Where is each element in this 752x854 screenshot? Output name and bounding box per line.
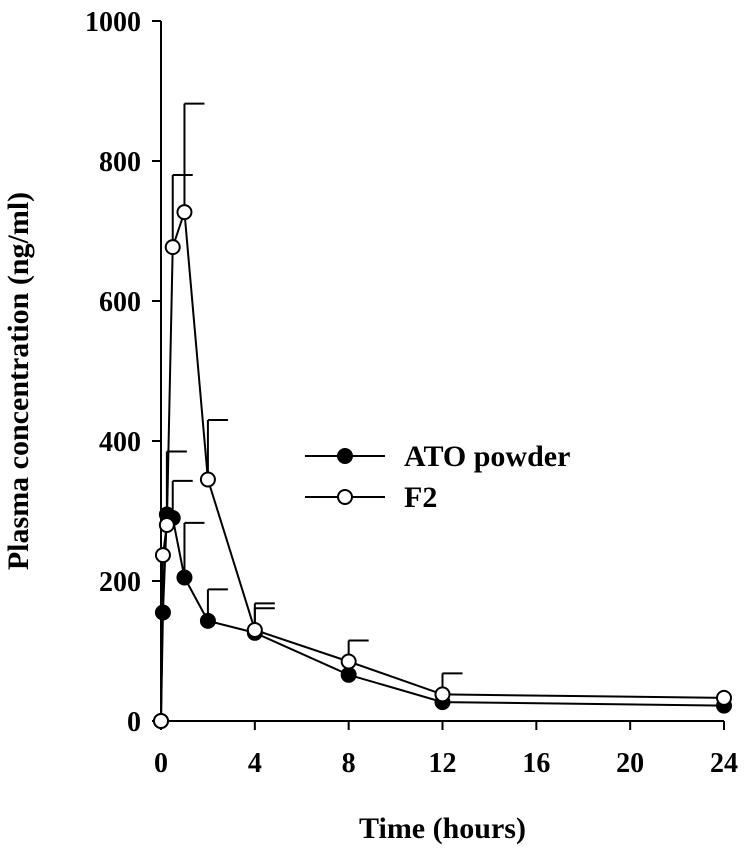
x-tick-label: 24 bbox=[710, 748, 738, 779]
data-point-f2 bbox=[176, 204, 193, 221]
legend-marker bbox=[337, 448, 353, 464]
y-tick-label: 400 bbox=[99, 427, 141, 458]
error-bars bbox=[165, 102, 463, 695]
x-tick-label: 4 bbox=[248, 748, 262, 779]
data-point-f2 bbox=[154, 547, 171, 564]
legend-label: ATO powder bbox=[404, 440, 570, 473]
axes bbox=[152, 20, 725, 730]
y-tick-label: 1000 bbox=[85, 7, 141, 38]
data-point-f2 bbox=[158, 517, 175, 533]
y-tick-label: 600 bbox=[99, 287, 141, 318]
data-point-f2 bbox=[199, 471, 216, 488]
x-tick-label: 8 bbox=[342, 748, 356, 779]
data-point-ato-powder bbox=[154, 604, 171, 621]
x-tick-label: 16 bbox=[522, 748, 550, 779]
data-point-f2 bbox=[153, 713, 169, 729]
legend-marker bbox=[337, 489, 353, 505]
data-points bbox=[153, 204, 732, 729]
x-tick-label: 20 bbox=[616, 748, 644, 779]
legend: ATO powder F2 bbox=[305, 440, 570, 514]
x-tick-label: 0 bbox=[154, 748, 168, 779]
data-point-ato-powder bbox=[176, 569, 193, 586]
x-axis-title: Time (hours) bbox=[359, 812, 526, 845]
tick-labels: 0 200 400 600 800 1000 0 4 8 12 16 20 24 bbox=[85, 7, 738, 779]
y-tick-label: 200 bbox=[99, 567, 141, 598]
series-line-ato-powder bbox=[160, 512, 725, 722]
data-point-f2 bbox=[434, 686, 451, 703]
data-point-f2 bbox=[164, 239, 181, 256]
data-point-ato-powder bbox=[199, 612, 216, 629]
data-point-f2 bbox=[340, 653, 357, 670]
x-tick-label: 12 bbox=[429, 748, 457, 779]
legend-label: F2 bbox=[404, 481, 437, 514]
y-tick-label: 800 bbox=[99, 147, 141, 178]
y-axis-title: Plasma concentration (ng/ml) bbox=[2, 192, 35, 570]
y-tick-label: 0 bbox=[127, 707, 141, 738]
series-lines bbox=[160, 211, 725, 722]
data-point-f2 bbox=[246, 622, 263, 638]
data-point-f2 bbox=[716, 689, 732, 706]
data-point-ato-powder bbox=[340, 666, 357, 683]
series-line-f2 bbox=[160, 211, 725, 722]
